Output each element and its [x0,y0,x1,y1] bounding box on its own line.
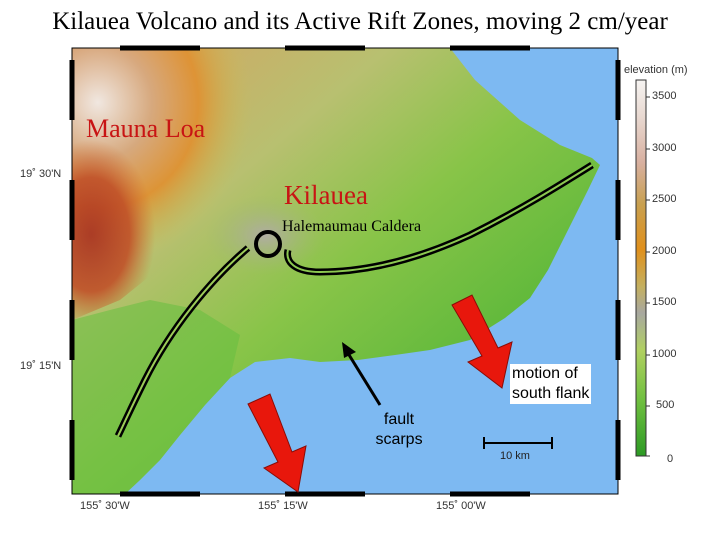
caldera-label: Halemaumau Caldera [282,218,422,235]
colorbar-tick-0: 0 [667,453,674,465]
caldera-ring [254,230,282,258]
kilauea-label: Kilauea [284,180,368,210]
lon-tick-2: 155˚ 15'W [258,500,308,512]
motion-label: motion of south flank [510,364,592,404]
lon-tick-3: 155˚ 00'W [436,500,486,512]
elevation-colorbar [635,79,650,457]
mauna-loa-summit [72,130,200,320]
scale-label: 10 km [500,450,530,462]
colorbar-tick-1000: 1000 [652,348,677,360]
south-flank-arrow-1 [451,294,513,389]
lat-tick-2: 19˚ 15'N [20,360,62,372]
page-title: Kilauea Volcano and its Active Rift Zone… [52,8,668,35]
colorbar-title: elevation (m) [624,64,688,76]
map-frame [69,45,621,497]
fault-scarps-arrow [342,342,382,406]
colorbar-tick-2500: 2500 [652,193,677,205]
scale-bar [483,437,553,449]
fault-scarps-line-2: scarps [375,431,423,448]
colorbar-tick-2000: 2000 [652,245,677,257]
mauna-loa-label: Mauna Loa [86,114,206,143]
rift-zones [114,162,594,438]
lat-tick-1: 19˚ 30'N [20,168,62,180]
motion-line-2: south flank [512,385,590,402]
colorbar-tick-3000: 3000 [652,142,677,154]
colorbar-tick-500: 500 [656,399,675,411]
colorbar-tick-1500: 1500 [652,296,677,308]
fault-scarps-label: fault scarps [369,410,429,450]
motion-line-1: motion of [512,365,578,382]
lowland [72,300,240,494]
lon-tick-1: 155˚ 30'W [80,500,130,512]
south-flank-arrow-2 [247,393,307,493]
fault-scarps-line-1: fault [383,411,415,428]
colorbar-tick-3500: 3500 [652,90,677,102]
